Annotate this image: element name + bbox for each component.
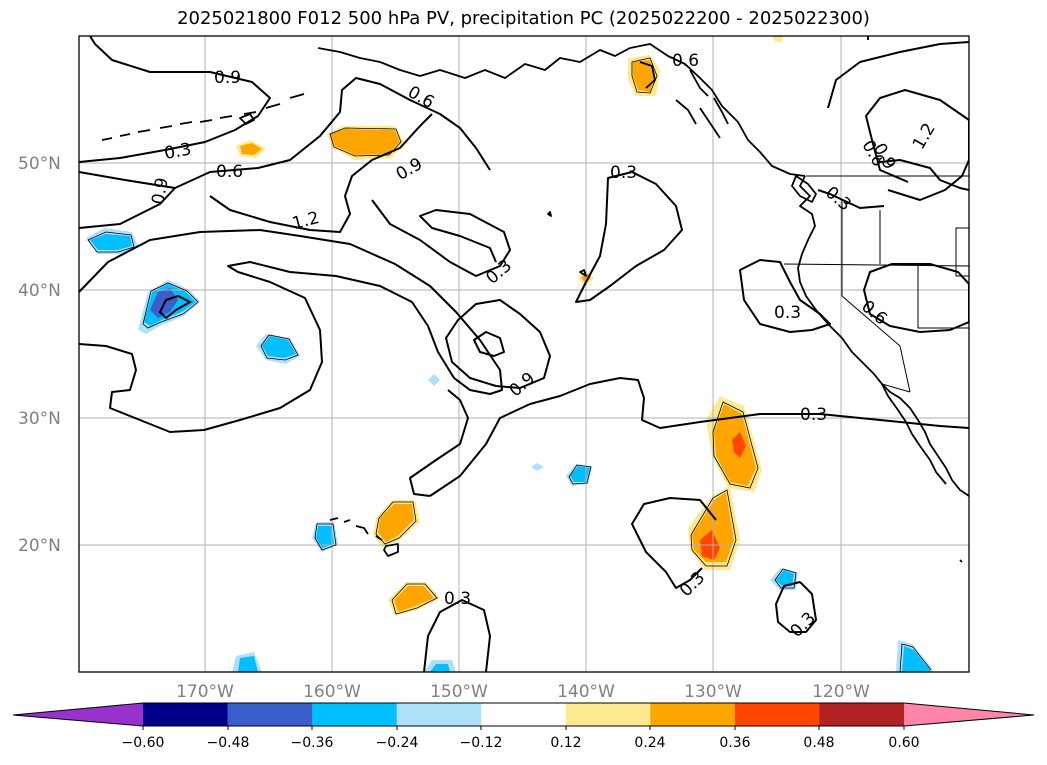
colorbar-bin: [396, 703, 482, 726]
colorbar-bin: [227, 703, 313, 726]
contour-label: 0.3: [774, 303, 801, 323]
precip-negative-fills: [86, 228, 932, 672]
colorbar-tick-label: 0.24: [634, 735, 665, 751]
colorbar-bin: [734, 703, 820, 726]
pv-contours: [79, 36, 969, 672]
lon-label: 150°W: [430, 682, 488, 702]
plot-title: 2025021800 F012 500 hPa PV, precipitatio…: [177, 8, 870, 29]
contour-label: 0.6: [216, 162, 243, 182]
lat-label: 20°N: [18, 536, 61, 556]
contour-label: 0.3: [444, 589, 471, 609]
longitude-labels: 170°W 160°W 150°W 140°W 130°W 120°W: [176, 682, 870, 702]
lon-label: 160°W: [303, 682, 361, 702]
colorbar-bin: [819, 703, 905, 726]
colorbar-outline: [12, 702, 1035, 727]
coastlines: [101, 43, 969, 563]
colorbar-bin: [143, 703, 229, 726]
lon-label: 120°W: [812, 682, 870, 702]
colorbar-tick-label: 0.12: [550, 735, 581, 751]
contour-label: 0.9: [148, 176, 172, 206]
colorbar-tick-label: 0.60: [888, 735, 919, 751]
contour-label: 0.9: [214, 68, 241, 88]
lon-label: 140°W: [557, 682, 615, 702]
lon-label: 170°W: [176, 682, 234, 702]
colorbar-tick-label: 0.36: [719, 735, 750, 751]
colorbar-bin: [312, 703, 398, 726]
colorbar-tick-label: 0.48: [803, 735, 834, 751]
colorbar-bin: [481, 703, 567, 726]
colorbar-tick-labels: −0.60 −0.48 −0.36 −0.24 −0.12 0.12 0.24 …: [122, 735, 920, 751]
graticule: [79, 36, 969, 672]
colorbar: −0.60 −0.48 −0.36 −0.24 −0.12 0.12 0.24 …: [12, 702, 1035, 751]
colorbar-ticks: [142, 726, 905, 730]
colorbar-bin: [565, 703, 651, 726]
colorbar-tick-label: −0.12: [460, 735, 503, 751]
colorbar-extend-max: [904, 703, 1034, 726]
contour-label: 0.3: [800, 405, 827, 425]
map-plot-area: [79, 36, 969, 672]
precip-outlines: [87, 57, 932, 672]
contour-label: 0.3: [610, 163, 637, 183]
colorbar-tick-label: −0.36: [291, 735, 334, 751]
colorbar-tick-label: −0.60: [122, 735, 165, 751]
colorbar-tick-label: −0.24: [376, 735, 419, 751]
latitude-labels: 50°N 40°N 30°N 20°N: [18, 154, 61, 556]
lat-label: 30°N: [18, 409, 61, 429]
colorbar-tick-label: −0.48: [207, 735, 250, 751]
map-frame: [78, 35, 970, 673]
lon-label: 130°W: [684, 682, 742, 702]
lat-label: 40°N: [18, 281, 61, 301]
lat-label: 50°N: [18, 154, 61, 174]
colorbar-segments: [13, 703, 1034, 726]
colorbar-bin: [650, 703, 736, 726]
contour-label: 0.6: [672, 51, 699, 71]
colorbar-extend-min: [13, 703, 143, 726]
contour-label: 0.3: [163, 140, 193, 164]
